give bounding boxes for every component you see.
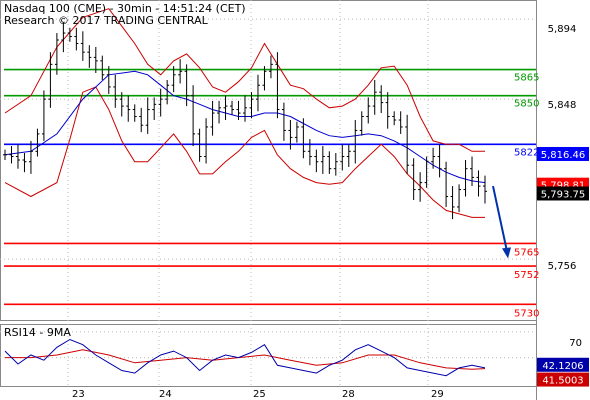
y-tick-label: 5,756 (548, 261, 577, 272)
price-tag: 5,793.75 (541, 189, 586, 200)
level-label: 5865 (514, 73, 539, 84)
price-tag-box (537, 186, 589, 201)
forecast-arrow (492, 185, 508, 252)
x-axis-labels: 23 24 25 28 29 (72, 389, 444, 400)
rsi-tag-box (537, 357, 589, 372)
chart-copyright: Research © 2017 TRADING CENTRAL (4, 14, 209, 27)
price-tag: 5,816.46 (541, 150, 586, 161)
x-label: 29 (431, 389, 444, 400)
rsi-layer (4, 338, 486, 377)
rsi-line (4, 338, 486, 377)
price-layer (3, 8, 511, 259)
rsi-grid (0, 331, 536, 359)
x-label: 23 (72, 389, 85, 400)
level-labels: 5865 5850 5822 5765 5752 5730 (514, 73, 539, 320)
rsi-tick-label: 70 (569, 338, 582, 349)
x-label: 24 (159, 389, 172, 400)
level-label: 5822 (514, 147, 539, 158)
rsi-ma-line (5, 349, 486, 370)
rsi-tag: 41.5003 (542, 376, 583, 387)
level-label: 5850 (514, 99, 539, 110)
y-tick-label: 5,894 (548, 24, 577, 35)
chart-title: Nasdaq 100 (CME) - 30min - 14:51:24 (CET… (4, 2, 246, 15)
level-label: 5765 (514, 247, 539, 258)
price-tag: 5,798.81 (541, 181, 586, 192)
price-tag-box (537, 146, 589, 161)
rsi-tag-box (537, 372, 589, 387)
rsi-title: RSI14 - 9MA (4, 326, 71, 339)
x-label: 28 (342, 389, 355, 400)
rsi-tag: 42.1206 (542, 361, 583, 372)
bollinger-lower-line (4, 86, 485, 218)
y-tick-label: 5,848 (548, 100, 577, 111)
level-label: 5730 (514, 308, 539, 319)
x-label: 25 (253, 389, 266, 400)
level-label: 5752 (514, 270, 539, 281)
value-tags: 5,816.46 5,798.815,793.75 42.1206 41.5003 (537, 146, 589, 387)
price-grid (0, 0, 536, 386)
forecast-arrow-head (502, 247, 511, 259)
price-panel-frame (0, 0, 537, 321)
